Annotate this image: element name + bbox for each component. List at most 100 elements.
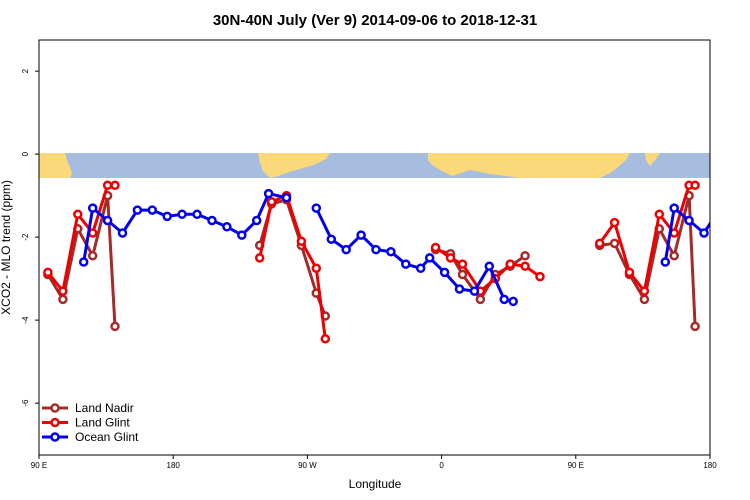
data-point — [699, 228, 709, 238]
data-point — [58, 294, 68, 305]
series-line — [599, 194, 697, 327]
data-point — [162, 211, 172, 222]
data-point — [624, 267, 635, 278]
data-point — [430, 242, 441, 253]
legend-item: Ocean Glint — [42, 430, 139, 444]
data-point — [207, 215, 217, 226]
data-point — [415, 263, 426, 274]
x-tick-label: 90 E — [31, 461, 47, 470]
data-point — [237, 230, 247, 240]
y-axis: 2 0 -2 -4 -6 — [21, 68, 39, 407]
y-axis-title: XCO2 - MLO trend (ppm) — [0, 180, 13, 315]
data-point — [520, 251, 530, 261]
data-point — [654, 209, 665, 220]
series-line — [258, 194, 327, 339]
x-tick-label: 0 — [439, 461, 444, 470]
data-point — [87, 203, 98, 213]
data-point — [43, 267, 53, 278]
data-point — [78, 257, 89, 267]
legend-item: Land Glint — [42, 416, 130, 430]
y-tick-label: -6 — [21, 399, 30, 407]
x-axis-title: Longitude — [349, 477, 402, 491]
data-point — [684, 215, 694, 226]
data-point — [147, 205, 158, 215]
data-point — [110, 321, 120, 332]
data-point — [311, 203, 322, 213]
data-point — [73, 209, 83, 220]
data-point — [730, 207, 737, 214]
data-point — [669, 251, 679, 261]
series-line — [82, 192, 287, 263]
data-point — [690, 321, 700, 332]
data-point — [660, 257, 671, 267]
series-land-glint — [43, 180, 700, 344]
data-point — [457, 259, 468, 269]
data-point — [87, 251, 98, 261]
legend-label: Ocean Glint — [75, 430, 139, 444]
legend-label: Land Nadir — [75, 401, 134, 415]
data-point — [439, 267, 450, 278]
y-tick-label: 0 — [21, 151, 30, 156]
data-point — [535, 271, 545, 282]
data-point — [371, 244, 381, 255]
data-point — [639, 286, 650, 296]
data-point — [594, 238, 605, 249]
data-point — [102, 180, 113, 191]
data-point — [505, 259, 515, 269]
data-point — [424, 253, 435, 263]
data-point — [639, 294, 650, 305]
series-ocean-glint — [78, 188, 750, 307]
y-tick-label: 2 — [21, 68, 30, 73]
data-point — [609, 238, 620, 249]
data-point — [715, 207, 722, 214]
data-point — [609, 217, 620, 228]
series-layer — [43, 180, 750, 344]
y-tick-label: -4 — [21, 316, 30, 324]
data-point — [296, 236, 307, 247]
data-point — [326, 234, 337, 244]
data-point — [499, 294, 509, 305]
data-point — [520, 261, 530, 271]
data-point — [454, 284, 465, 294]
data-point — [484, 261, 495, 271]
x-axis: 90 E 180 90 W 0 90 E 180 — [31, 455, 717, 470]
data-point — [58, 286, 68, 296]
data-point — [508, 296, 518, 307]
data-point — [254, 253, 265, 263]
series-land-nadir — [43, 190, 700, 332]
series-line — [598, 183, 696, 293]
data-point — [102, 215, 113, 226]
data-point — [132, 205, 143, 215]
x-tick-label: 90 E — [568, 461, 584, 470]
legend-item: Land Nadir — [42, 401, 134, 415]
map-band — [39, 153, 710, 178]
map-band-land — [39, 153, 660, 178]
data-point — [266, 197, 277, 207]
data-point — [263, 188, 274, 199]
data-point — [401, 259, 411, 269]
legend-label: Land Glint — [75, 416, 130, 430]
data-point — [469, 286, 480, 296]
data-point — [177, 209, 187, 220]
data-point — [117, 228, 128, 238]
data-point — [669, 203, 679, 213]
chart-title: 30N-40N July (Ver 9) 2014-09-06 to 2018-… — [213, 12, 537, 29]
data-point — [745, 213, 750, 220]
x-tick-label: 180 — [167, 461, 181, 470]
data-point — [341, 244, 351, 255]
y-tick-label: -2 — [21, 233, 30, 241]
data-point — [192, 209, 202, 220]
data-point — [356, 230, 366, 240]
x-tick-label: 180 — [703, 461, 717, 470]
data-point — [445, 253, 456, 263]
legend-marker — [50, 432, 60, 442]
legend-marker — [50, 403, 60, 413]
data-point — [457, 269, 468, 280]
data-point — [690, 180, 700, 191]
data-point — [320, 334, 331, 344]
data-point — [110, 180, 120, 191]
plot-frame — [38, 39, 711, 456]
data-point — [251, 215, 262, 226]
